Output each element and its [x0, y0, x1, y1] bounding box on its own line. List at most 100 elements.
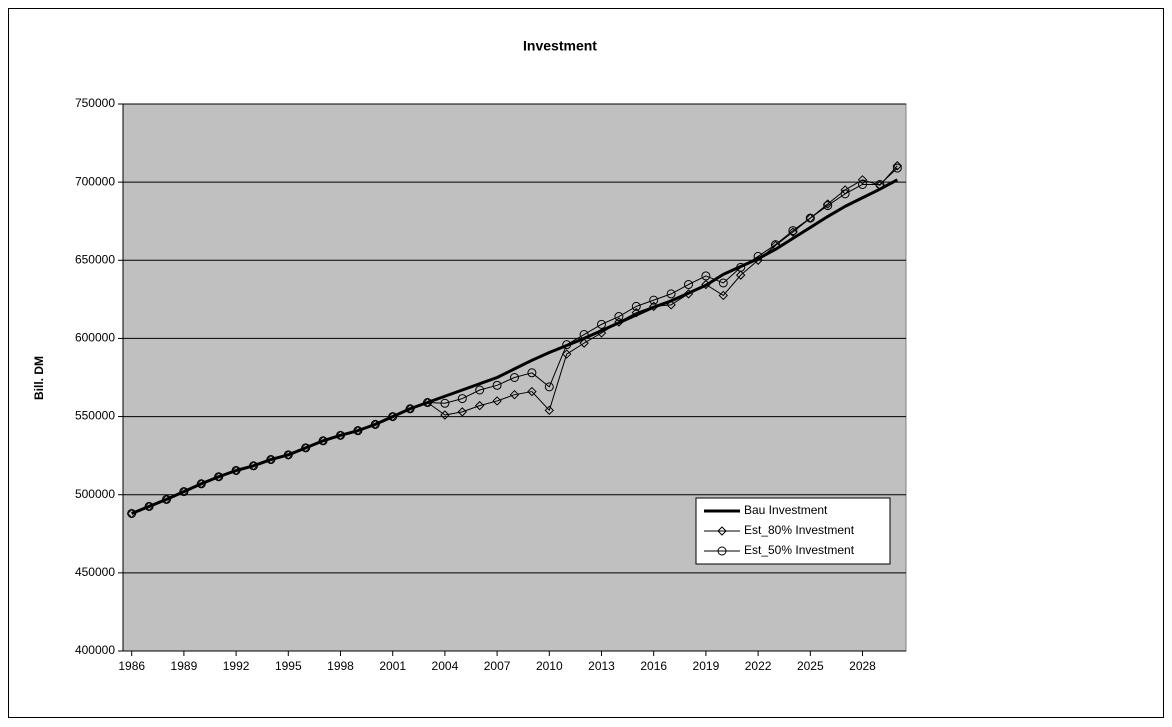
marker [544, 405, 555, 416]
marker [457, 407, 468, 417]
x-tick-label: 2001 [379, 659, 406, 673]
marker [596, 328, 607, 338]
marker [788, 226, 798, 236]
marker [492, 396, 502, 406]
chart-title: Investment [523, 38, 597, 54]
marker [597, 319, 606, 329]
marker [474, 400, 485, 411]
marker [770, 240, 781, 251]
marker [318, 436, 328, 446]
x-tick-label: 1986 [118, 659, 145, 673]
x-tick-label: 1998 [327, 659, 354, 673]
marker [179, 487, 189, 497]
y-tick-label: 500000 [75, 487, 115, 501]
marker [892, 163, 902, 173]
marker [858, 179, 867, 189]
marker [266, 455, 276, 465]
marker [717, 546, 727, 556]
legend: Bau Investment Est_80% Investment Est_50% … [695, 497, 891, 565]
marker [648, 301, 659, 312]
marker [353, 426, 363, 436]
marker [440, 410, 450, 420]
marker [423, 398, 432, 408]
marker [631, 301, 641, 311]
marker [701, 279, 711, 290]
marker [666, 289, 676, 299]
marker [718, 290, 729, 301]
marker [771, 240, 780, 250]
y-tick-label: 700000 [75, 174, 115, 188]
y-tick-label: 550000 [75, 409, 115, 423]
legend-label: Est_50% Investment [744, 543, 855, 557]
marker [718, 278, 728, 288]
x-tick-label: 2025 [797, 659, 824, 673]
marker [857, 175, 868, 185]
marker [144, 501, 154, 511]
marker [336, 430, 345, 440]
marker [231, 465, 241, 475]
marker [717, 526, 727, 536]
x-tick-label: 2007 [484, 659, 511, 673]
marker [509, 389, 520, 400]
series-line [131, 167, 898, 514]
y-tick-label: 600000 [75, 331, 115, 345]
marker [527, 368, 537, 378]
marker [283, 450, 293, 460]
marker [753, 255, 763, 265]
marker [510, 373, 519, 382]
marker [579, 338, 589, 348]
marker [127, 508, 137, 518]
y-axis-label: Bill. DM [32, 356, 46, 400]
marker [388, 412, 398, 422]
marker [249, 461, 258, 471]
marker [684, 280, 693, 290]
marker [544, 382, 554, 392]
marker [631, 307, 642, 318]
marker [892, 161, 903, 171]
marker [736, 262, 746, 272]
y-tick-label: 650000 [75, 252, 115, 266]
marker [735, 270, 746, 280]
marker [875, 179, 885, 189]
marker [527, 386, 537, 397]
x-tick-label: 2004 [432, 659, 459, 673]
marker [805, 213, 815, 223]
marker [875, 180, 885, 190]
y-tick-label: 750000 [75, 96, 115, 110]
y-tick-label: 450000 [75, 565, 115, 579]
x-tick-label: 2022 [745, 659, 772, 673]
marker [405, 404, 415, 414]
marker [683, 289, 694, 299]
marker [666, 300, 676, 310]
marker [370, 419, 380, 429]
marker [614, 312, 624, 322]
marker [753, 251, 763, 261]
marker [701, 271, 711, 281]
x-tick-label: 1989 [171, 659, 198, 673]
marker [214, 472, 224, 482]
marker [301, 443, 311, 453]
marker [457, 394, 467, 404]
x-tick-label: 2019 [693, 659, 720, 673]
marker [823, 201, 833, 211]
marker [649, 295, 659, 305]
x-tick-label: 2028 [849, 659, 876, 673]
x-tick-label: 1995 [275, 659, 302, 673]
marker [788, 227, 798, 237]
legend-label: Bau Investment [744, 503, 828, 517]
marker [579, 330, 589, 340]
marker [614, 317, 624, 327]
marker [475, 385, 485, 395]
marker [162, 494, 171, 504]
x-tick-label: 1992 [223, 659, 250, 673]
legend-label: Est_80% Investment [744, 523, 855, 537]
x-tick-label: 2016 [640, 659, 667, 673]
marker [840, 189, 850, 199]
marker [196, 479, 206, 489]
marker [492, 380, 502, 390]
marker [561, 349, 572, 359]
y-tick-label: 400000 [75, 643, 115, 657]
marker [440, 398, 450, 408]
